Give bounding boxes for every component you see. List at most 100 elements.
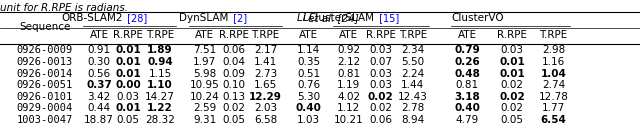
Text: 1.89: 1.89 [147,45,173,55]
Text: 1.22: 1.22 [147,103,173,113]
Text: 0.01: 0.01 [499,69,525,78]
Text: 0.02: 0.02 [499,92,525,102]
Text: R.RPE: R.RPE [113,30,143,40]
Text: 9.31: 9.31 [193,115,216,124]
Text: 0926-0013: 0926-0013 [17,57,73,67]
Text: 2.59: 2.59 [193,103,216,113]
Text: unit for R.RPE is radians.: unit for R.RPE is radians. [0,3,128,13]
Text: 0.44: 0.44 [88,103,111,113]
Text: ATE: ATE [90,30,109,40]
Text: ATE: ATE [195,30,214,40]
Text: 0.40: 0.40 [296,103,321,113]
Text: 4.02: 4.02 [337,92,360,102]
Text: 0.35: 0.35 [297,57,320,67]
Text: 0.40: 0.40 [454,103,480,113]
Text: 0.56: 0.56 [88,69,111,78]
Text: 2.17: 2.17 [254,45,277,55]
Text: 0.02: 0.02 [368,92,394,102]
Text: 2.12: 2.12 [337,57,360,67]
Text: 0.13: 0.13 [222,92,245,102]
Text: 0.07: 0.07 [369,57,392,67]
Text: T.RPE: T.RPE [540,30,568,40]
Text: 0.92: 0.92 [337,45,360,55]
Text: 0.03: 0.03 [369,80,392,90]
Text: 0.01: 0.01 [115,45,141,55]
Text: 3.42: 3.42 [88,92,111,102]
Text: 0.03: 0.03 [500,45,524,55]
Text: 0.02: 0.02 [222,103,245,113]
Text: 0.81: 0.81 [337,69,360,78]
Text: 0.05: 0.05 [222,115,245,124]
Text: 0.01: 0.01 [115,57,141,67]
Text: 10.24: 10.24 [190,92,220,102]
Text: 0.37: 0.37 [86,80,112,90]
Text: [2]: [2] [230,13,247,23]
Text: 0.03: 0.03 [369,69,392,78]
Text: 1.03: 1.03 [297,115,320,124]
Text: 5.50: 5.50 [401,57,424,67]
Text: T.RPE: T.RPE [146,30,174,40]
Text: 5.98: 5.98 [193,69,216,78]
Text: DynSLAM: DynSLAM [179,13,229,23]
Text: 0.05: 0.05 [500,115,524,124]
Text: T.RPE: T.RPE [252,30,280,40]
Text: [28]: [28] [124,13,148,23]
Text: ATE: ATE [458,30,477,40]
Text: R.RPE: R.RPE [497,30,527,40]
Text: 0.30: 0.30 [88,57,111,67]
Text: ClusterSLAM: ClusterSLAM [308,13,374,23]
Text: et al. [24]: et al. [24] [308,13,359,23]
Text: 0.09: 0.09 [222,69,245,78]
Text: 3.18: 3.18 [454,92,480,102]
Text: 1.15: 1.15 [148,69,172,78]
Text: 0.02: 0.02 [369,103,392,113]
Text: 4.79: 4.79 [456,115,479,124]
Text: 1.16: 1.16 [542,57,565,67]
Text: 0.03: 0.03 [116,92,140,102]
Text: 0.04: 0.04 [222,57,245,67]
Text: ClusterVO: ClusterVO [451,13,504,23]
Text: 0.94: 0.94 [147,57,173,67]
Text: Li: Li [296,13,308,23]
Text: 1.04: 1.04 [541,69,566,78]
Text: R.RPE: R.RPE [219,30,248,40]
Text: 2.78: 2.78 [401,103,424,113]
Text: 0.81: 0.81 [456,80,479,90]
Text: 0.02: 0.02 [500,103,524,113]
Text: 2.74: 2.74 [542,80,565,90]
Text: 6.54: 6.54 [541,115,566,124]
Text: 0.03: 0.03 [369,45,392,55]
Text: 0.76: 0.76 [297,80,320,90]
Text: 2.24: 2.24 [401,69,424,78]
Text: 0.02: 0.02 [500,80,524,90]
Text: 0.10: 0.10 [222,80,245,90]
Text: 10.21: 10.21 [334,115,364,124]
Text: 1.41: 1.41 [254,57,277,67]
Text: 6.58: 6.58 [254,115,277,124]
Text: 0.05: 0.05 [116,115,140,124]
Text: 12.78: 12.78 [539,92,568,102]
Text: 0.26: 0.26 [454,57,480,67]
Text: 0.91: 0.91 [88,45,111,55]
Text: ORB-SLAM2: ORB-SLAM2 [61,13,123,23]
Text: 1003-0047: 1003-0047 [17,115,73,124]
Text: 0926-0101: 0926-0101 [17,92,73,102]
Text: 7.51: 7.51 [193,45,216,55]
Text: 12.29: 12.29 [249,92,282,102]
Text: 1.10: 1.10 [147,80,173,90]
Text: 5.30: 5.30 [297,92,320,102]
Text: 2.03: 2.03 [254,103,277,113]
Text: 1.97: 1.97 [193,57,216,67]
Text: ATE: ATE [339,30,358,40]
Text: 1.14: 1.14 [297,45,320,55]
Text: 2.34: 2.34 [401,45,424,55]
Text: ATE: ATE [299,30,318,40]
Text: 12.43: 12.43 [398,92,428,102]
Text: 0.06: 0.06 [222,45,245,55]
Text: 1.19: 1.19 [337,80,360,90]
Text: R.RPE: R.RPE [366,30,396,40]
Text: 0.51: 0.51 [297,69,320,78]
Text: 0.01: 0.01 [499,57,525,67]
Text: Sequence: Sequence [19,22,70,32]
Text: 0.06: 0.06 [369,115,392,124]
